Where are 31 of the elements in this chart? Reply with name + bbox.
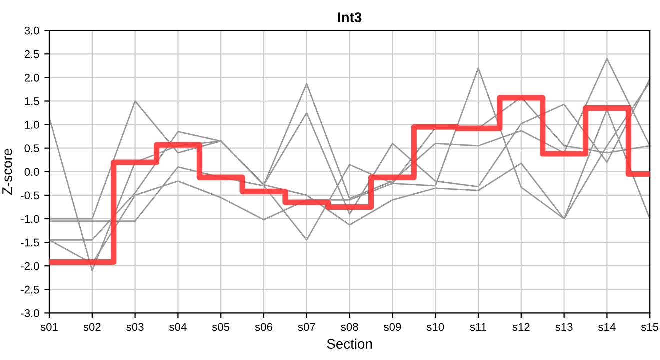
y-tick-label: 1.5 <box>25 98 40 106</box>
y-tick-label: -2.5 <box>21 286 40 294</box>
y-tick-label: -1.5 <box>21 238 40 247</box>
y-tick-label: 3.0 <box>24 26 40 35</box>
x-tick-label: s15 <box>641 323 659 332</box>
y-axis-title: Z-score <box>2 148 12 195</box>
y-tick-label: 2.0 <box>24 74 40 82</box>
y-tick-label: 0.5 <box>24 144 40 152</box>
x-tick-label: s04 <box>170 323 187 332</box>
x-tick-label: s09 <box>384 323 402 332</box>
y-tick-label: -3.0 <box>21 309 40 318</box>
y-tick-label: -1.0 <box>21 215 40 224</box>
x-tick-label: s07 <box>298 323 316 332</box>
y-tick-label: -0.5 <box>21 192 40 200</box>
x-tick-label: s08 <box>341 323 358 332</box>
x-tick-label: s03 <box>126 323 144 332</box>
x-tick-label: s13 <box>556 323 573 332</box>
x-tick-label: s12 <box>512 323 530 332</box>
x-tick-label: s11 <box>470 323 487 332</box>
y-tick-label: 0.0 <box>24 168 40 176</box>
x-tick-label: s05 <box>212 323 230 332</box>
x-tick-label: s02 <box>84 323 101 332</box>
x-tick-label: s01 <box>40 323 58 332</box>
x-axis-title: Section <box>327 338 372 350</box>
y-tick-label: -2.0 <box>21 262 40 270</box>
x-tick-label: s10 <box>426 323 444 332</box>
x-tick-label: s14 <box>598 323 616 332</box>
x-tick-label: s06 <box>255 323 272 332</box>
chart-title: Int3 <box>338 12 362 22</box>
y-tick-label: 1.0 <box>25 121 40 129</box>
y-tick-label: 2.5 <box>24 50 40 58</box>
